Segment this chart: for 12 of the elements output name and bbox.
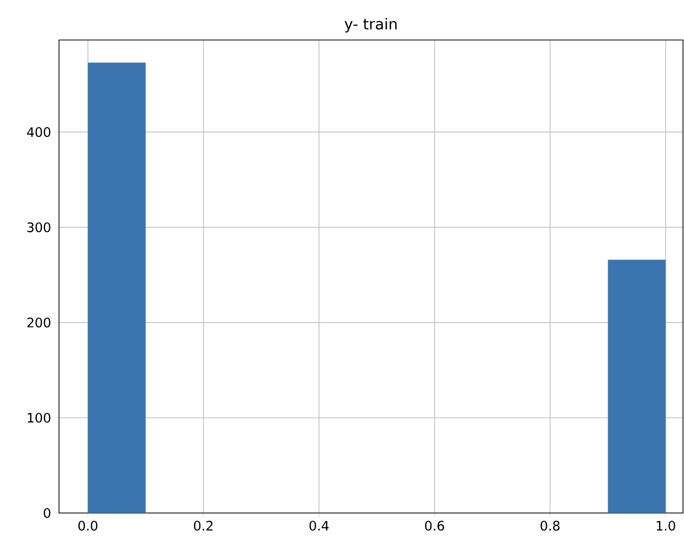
y-tick-label: 100 — [28, 412, 50, 423]
y-tick-label: 0 — [44, 508, 50, 518]
x-tick-label: 0.6 — [425, 520, 444, 531]
y-tick-label: 200 — [27, 318, 50, 328]
x-tick-label: 0.4 — [310, 520, 329, 531]
y-tick-label: 300 — [27, 222, 50, 232]
x-tick-label: 0.0 — [78, 520, 98, 531]
x-tick-label: 0.8 — [540, 520, 560, 531]
chart-title: y- train — [344, 18, 397, 32]
x-tick-label: 1.0 — [656, 520, 676, 531]
y-tick-label: 400 — [27, 127, 50, 138]
x-tick-label: 0.2 — [194, 520, 212, 531]
